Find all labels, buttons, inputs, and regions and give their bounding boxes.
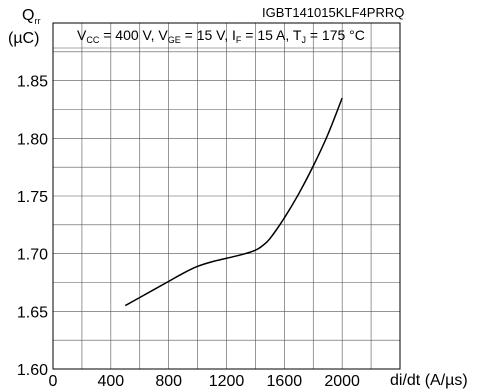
grid bbox=[53, 23, 400, 369]
test-conditions: VCC = 400 V, VGE = 15 V, IF = 15 A, TJ =… bbox=[77, 27, 365, 45]
y-tick-label: 1.65 bbox=[17, 304, 48, 321]
plot-frame bbox=[52, 22, 401, 370]
y-tick-label: 1.75 bbox=[17, 189, 48, 206]
x-tick-label: 400 bbox=[97, 373, 124, 390]
part-number: IGBT141015KLF4PRRQ bbox=[262, 5, 404, 20]
y-tick-labels: 1.60 1.65 1.70 1.75 1.80 1.85 bbox=[17, 74, 48, 379]
x-tick-label: 2000 bbox=[324, 373, 360, 390]
x-tick-label: 1600 bbox=[267, 373, 303, 390]
x-axis-label: di/dt (A/µs) bbox=[390, 372, 468, 389]
series-line bbox=[124, 97, 343, 307]
y-axis-label-symbol: Qrr bbox=[22, 7, 40, 26]
y-tick-label: 1.80 bbox=[17, 131, 48, 148]
y-tick-label: 1.60 bbox=[17, 362, 48, 379]
y-axis-label-unit: (µC) bbox=[8, 30, 39, 47]
x-tick-label: 0 bbox=[49, 373, 58, 390]
x-tick-label: 1200 bbox=[209, 373, 245, 390]
y-tick-label: 1.85 bbox=[17, 74, 48, 91]
y-tick-label: 1.70 bbox=[17, 247, 48, 264]
x-tick-labels: 0 400 800 1200 1600 2000 bbox=[49, 373, 361, 390]
x-tick-label: 800 bbox=[155, 373, 182, 390]
